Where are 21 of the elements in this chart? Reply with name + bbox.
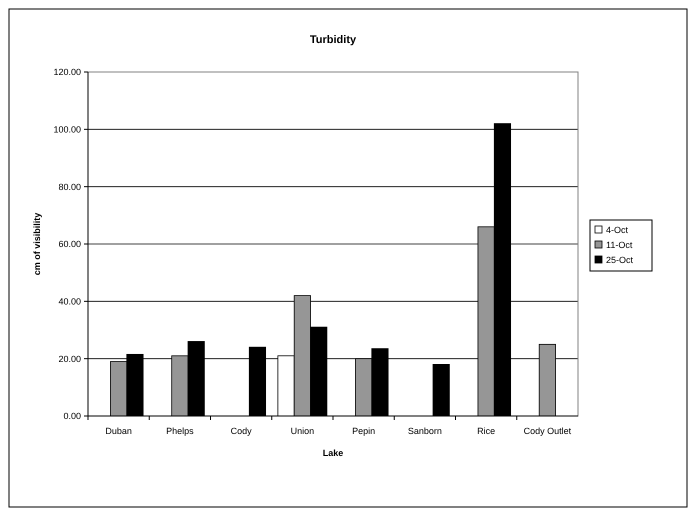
legend-label: 4-Oct (606, 225, 629, 235)
x-axis-title: Lake (322, 448, 344, 458)
x-tick-label: Duban (105, 426, 132, 436)
legend-label: 11-Oct (606, 240, 633, 250)
y-tick-label: 40.00 (58, 296, 81, 306)
y-tick-label: 80.00 (58, 182, 81, 192)
x-tick-label: Cody (230, 426, 252, 436)
y-tick-label: 20.00 (58, 354, 81, 364)
y-tick-label: 60.00 (58, 239, 81, 250)
y-axis-title: cm of visibility (32, 212, 42, 276)
x-tick-label: Pepin (352, 426, 376, 436)
x-tick-label: Cody Outlet (524, 426, 572, 436)
y-tick-label: 120.00 (53, 67, 81, 78)
x-tick-label: Union (290, 426, 314, 436)
y-tick-label: 0.00 (63, 411, 81, 422)
x-tick-label: Rice (477, 426, 496, 436)
y-tick-label: 100.00 (53, 124, 81, 134)
x-tick-label: Sanborn (408, 426, 442, 436)
legend-label: 25-Oct (606, 255, 634, 265)
chart-title: Turbidity (310, 34, 357, 46)
x-tick-label: Phelps (166, 426, 194, 436)
